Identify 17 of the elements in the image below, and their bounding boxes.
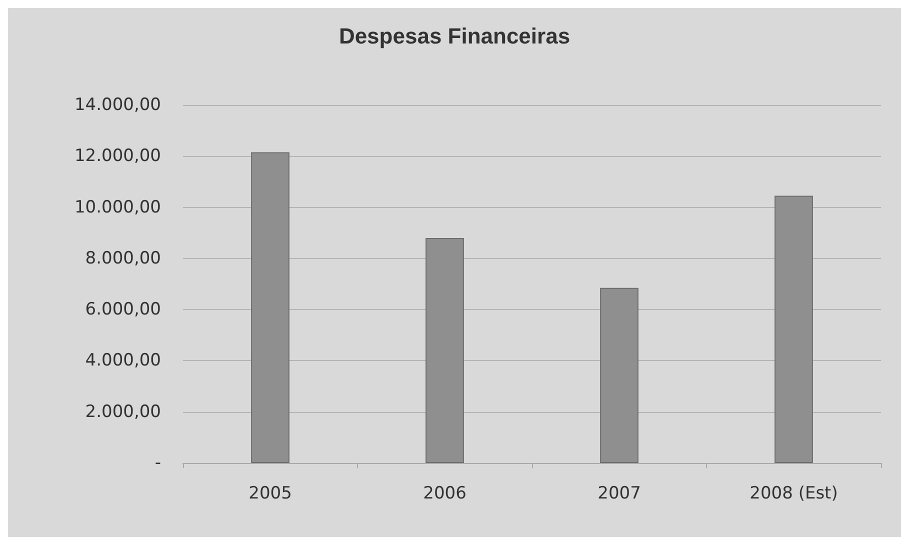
y-tick-label: 4.000,00 — [85, 350, 161, 371]
y-tick-label: 8.000,00 — [85, 248, 161, 268]
bar — [251, 152, 290, 463]
x-tick-label: 2006 — [423, 484, 466, 504]
bar — [426, 238, 464, 463]
x-tick-label: 2007 — [598, 484, 641, 504]
y-tick-label: 6.000,00 — [85, 300, 161, 320]
x-tick-label: 2008 (Est) — [750, 484, 838, 504]
x-tick-label: 2005 — [248, 484, 292, 504]
y-tick-label: 14.000,00 — [74, 95, 161, 115]
y-tick-label: 10.000,00 — [74, 197, 161, 218]
bar — [774, 196, 813, 463]
y-tick-label: 12.000,00 — [74, 146, 161, 166]
bar — [600, 288, 638, 463]
y-tick-label: - — [154, 453, 161, 473]
y-tick-label: 2.000,00 — [85, 402, 161, 422]
chart-title: Despesas Financeiras — [338, 24, 570, 48]
